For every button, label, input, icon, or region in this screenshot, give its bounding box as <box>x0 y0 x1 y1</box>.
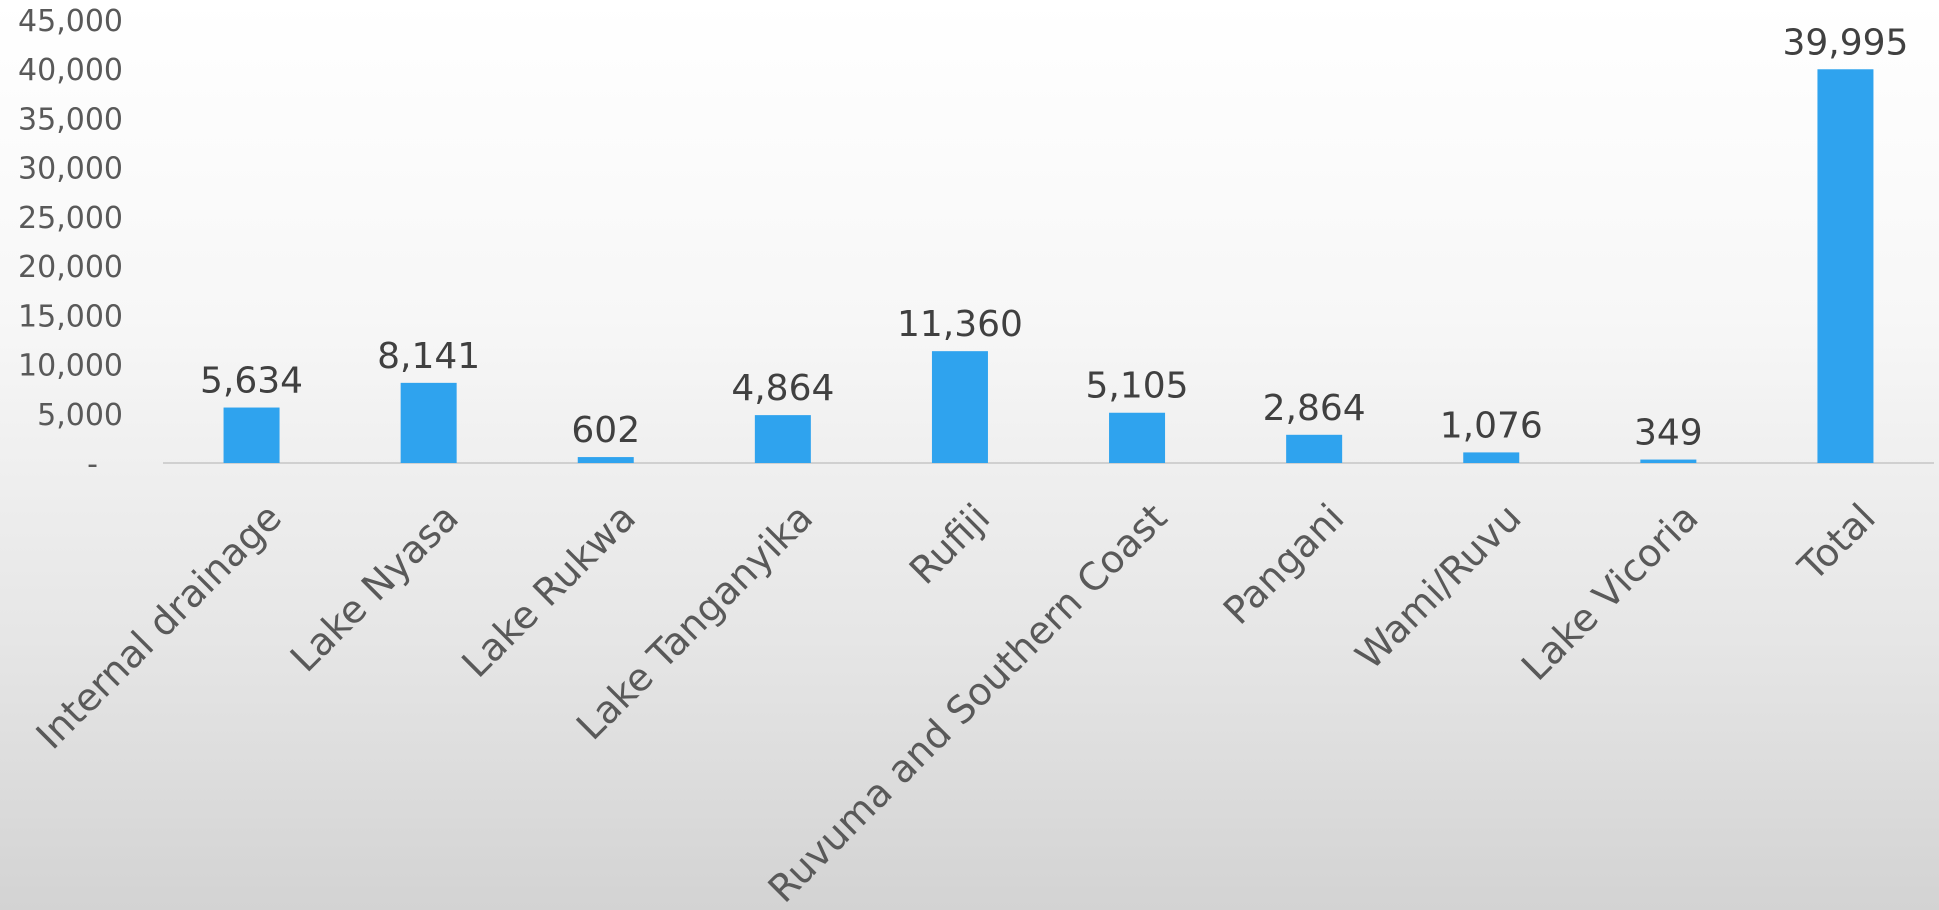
category-label: Lake Nyasa <box>282 495 467 680</box>
y-tick-label: 15,000 <box>18 299 123 334</box>
data-label: 39,995 <box>1782 22 1908 63</box>
category-label: Lake Vicoria <box>1513 495 1707 689</box>
bar <box>754 415 811 463</box>
data-label: 2,864 <box>1263 388 1366 429</box>
y-tick-label: 40,000 <box>18 53 123 88</box>
y-tick-label: - <box>87 447 98 482</box>
data-label: 349 <box>1634 413 1703 454</box>
category-label: Total <box>1789 495 1884 590</box>
bars <box>223 69 1874 463</box>
category-label: Ruvuma and Southern Coast <box>760 495 1176 910</box>
bar <box>1109 412 1166 463</box>
category-label: Pangani <box>1215 495 1353 633</box>
y-tick-label: 5,000 <box>37 398 123 433</box>
data-label: 5,634 <box>200 361 303 402</box>
y-tick-label: 20,000 <box>18 250 123 285</box>
data-label: 602 <box>571 410 640 451</box>
bar <box>577 457 634 463</box>
category-label: Rufiji <box>901 495 998 592</box>
data-label: 11,360 <box>897 304 1023 345</box>
bar <box>1640 459 1697 463</box>
bar <box>223 407 280 463</box>
data-labels: 5,634 8,141 602 4,864 11,360 5,105 2,864 1,076 3… <box>200 22 1908 453</box>
y-tick-label: 25,000 <box>18 201 123 236</box>
bar <box>1463 452 1520 463</box>
y-tick-label: 30,000 <box>18 152 123 187</box>
data-label: 5,105 <box>1086 366 1189 407</box>
data-label: 1,076 <box>1440 405 1543 446</box>
bar <box>400 382 457 463</box>
category-label: Internal drainage <box>28 495 290 757</box>
category-label: Lake Rukwa <box>453 495 644 686</box>
category-label: Wami/Ruvu <box>1347 495 1530 678</box>
data-label: 4,864 <box>731 368 834 409</box>
bar <box>1286 434 1343 463</box>
y-tick-label: 35,000 <box>18 102 123 137</box>
y-axis-ticks: - 5,000 10,000 15,000 20,000 25,000 30,000 35,0… <box>18 4 123 482</box>
bar <box>931 351 988 463</box>
bar <box>1817 69 1874 463</box>
data-label: 8,141 <box>377 336 480 377</box>
y-tick-label: 10,000 <box>18 349 123 384</box>
y-tick-label: 45,000 <box>18 4 123 39</box>
